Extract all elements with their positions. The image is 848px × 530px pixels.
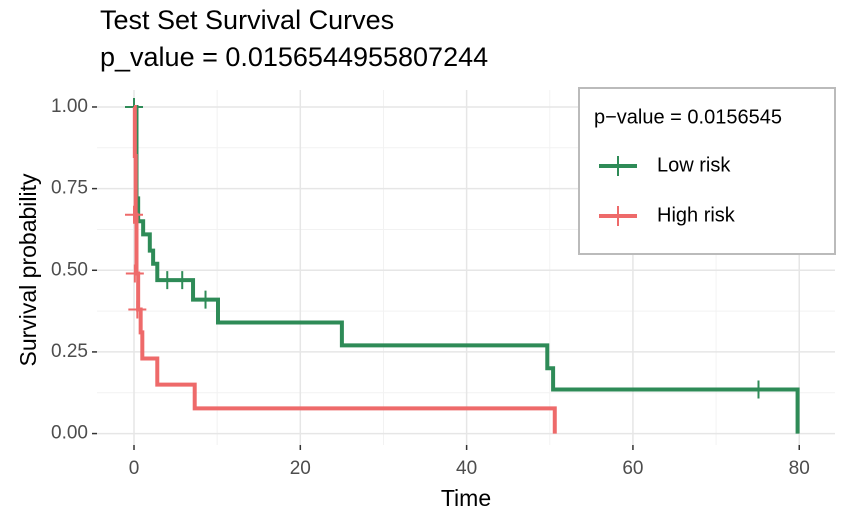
x-tick-label: 60 <box>622 458 643 479</box>
chart-subtitle: p_value = 0.0156544955807244 <box>100 42 488 72</box>
legend-title: p−value = 0.0156545 <box>594 106 782 128</box>
y-tick-label: 0.50 <box>51 259 88 280</box>
legend-label: Low risk <box>657 154 731 176</box>
y-tick-label: 0.00 <box>51 423 88 444</box>
y-axis-title: Survival probability <box>15 173 41 367</box>
x-tick-label: 20 <box>290 458 311 479</box>
censor-mark <box>173 271 192 290</box>
y-tick-label: 1.00 <box>51 96 88 117</box>
x-tick-label: 40 <box>456 458 477 479</box>
x-axis-title: Time <box>441 485 491 511</box>
x-tick-label: 0 <box>129 458 140 479</box>
censor-mark <box>128 300 147 319</box>
y-tick-label: 0.25 <box>51 341 88 362</box>
y-tick-label: 0.75 <box>51 178 88 199</box>
censor-mark <box>749 380 768 399</box>
legend-label: High risk <box>657 204 736 226</box>
x-tick-label: 80 <box>789 458 810 479</box>
legend-box <box>578 87 836 255</box>
chart-title: Test Set Survival Curves <box>100 5 394 35</box>
censor-mark <box>125 205 144 224</box>
censor-mark <box>196 290 215 309</box>
censor-mark <box>125 264 144 283</box>
